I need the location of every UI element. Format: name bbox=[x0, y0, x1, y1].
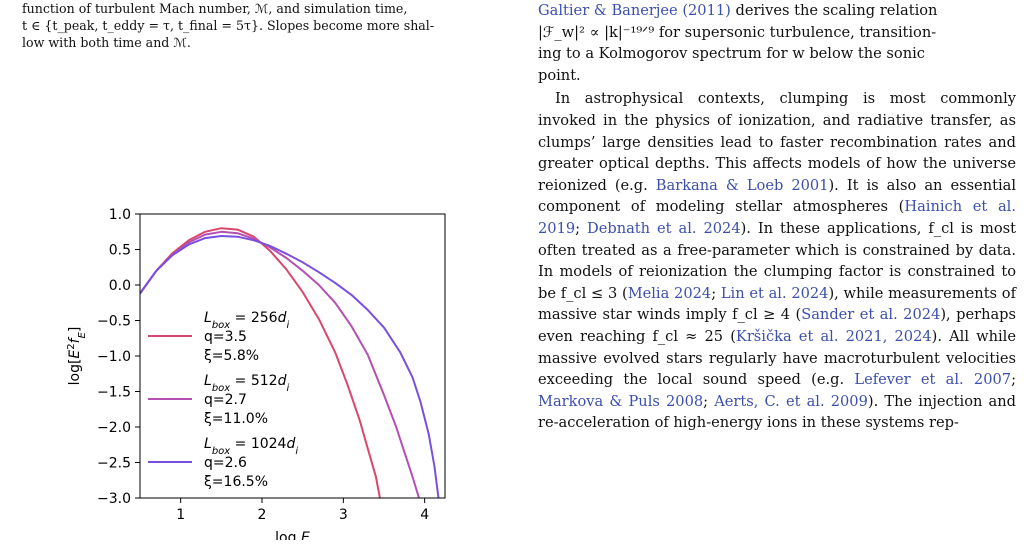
x-tick-label: 4 bbox=[420, 507, 429, 523]
paragraph-text: ). It is also an essential component of … bbox=[538, 176, 1016, 216]
y-axis-label: log[E2fE] bbox=[66, 327, 88, 386]
paragraph-2: In astrophysical contexts, clumping is m… bbox=[538, 88, 1016, 434]
paragraph-text: ), while measurements of massive star wi… bbox=[538, 284, 1016, 324]
caption-line: function of turbulent Mach number, ℳ, an… bbox=[22, 1, 408, 16]
right-column-text: Galtier & Banerjee (2011) derives the sc… bbox=[538, 0, 1016, 434]
legend-q: q=2.7 bbox=[204, 392, 247, 408]
paragraph-text: ; bbox=[575, 219, 588, 237]
caption-line: low with both time and ℳ. bbox=[22, 35, 191, 50]
legend-box-size: Lbox = 512di bbox=[204, 373, 289, 394]
y-tick-label: −0.5 bbox=[97, 314, 131, 330]
citation-link[interactable]: Lefever et al. 2007 bbox=[854, 371, 1012, 389]
citation-link[interactable]: Barkana & Loeb 2001 bbox=[655, 176, 829, 194]
paragraph-text: ). In these applications, f_cl is most o… bbox=[538, 219, 1017, 302]
paragraph-text: ). The injection and re-acceleration of … bbox=[538, 392, 1016, 432]
y-tick-label: −2.0 bbox=[97, 420, 131, 436]
x-tick-label: 3 bbox=[339, 507, 348, 523]
paragraph-text: ; bbox=[711, 284, 721, 302]
paragraph-text: ; bbox=[703, 392, 715, 410]
paragraph-text: In astrophysical contexts, clumping is m… bbox=[538, 90, 1016, 194]
legend-xi: ξ=16.5% bbox=[204, 474, 268, 490]
y-tick-label: 0.5 bbox=[109, 243, 131, 259]
citation-link[interactable]: Melia 2024 bbox=[627, 284, 712, 302]
legend-xi: ξ=5.8% bbox=[204, 348, 259, 364]
paragraph-text: ), perhaps even reaching f_cl ≈ 25 ( bbox=[538, 306, 1017, 345]
y-tick-label: −3.0 bbox=[97, 491, 131, 507]
legend-q: q=2.6 bbox=[204, 455, 247, 471]
y-tick-label: −1.5 bbox=[97, 385, 131, 401]
y-tick-label: 0.0 bbox=[109, 278, 131, 294]
paragraph-text: derives the scaling relation bbox=[730, 2, 938, 19]
x-tick-label: 2 bbox=[258, 507, 267, 523]
y-tick-label: 1.0 bbox=[109, 207, 131, 223]
x-tick-label: 1 bbox=[176, 507, 185, 523]
legend-box-size: Lbox = 256di bbox=[204, 310, 289, 331]
paragraph-1-line: ing to a Kolmogorov spectrum for w below… bbox=[538, 45, 925, 63]
citation-link[interactable]: Galtier & Banerjee (2011) bbox=[538, 2, 731, 19]
caption-line: t ∈ {t_peak, t_eddy = τ, t_final = 5τ}. … bbox=[22, 18, 435, 33]
figure-caption: function of turbulent Mach number, ℳ, an… bbox=[22, 0, 494, 51]
x-axis-label: log E bbox=[275, 530, 310, 540]
citation-link[interactable]: Aerts, C. et al. 2009 bbox=[714, 392, 868, 410]
legend-xi: ξ=11.0% bbox=[204, 411, 268, 427]
paragraph-text: ; bbox=[1011, 371, 1016, 389]
y-tick-label: −2.5 bbox=[97, 456, 131, 472]
series-line-3 bbox=[140, 235, 440, 498]
citation-link[interactable]: Sander et al. 2024 bbox=[801, 306, 941, 324]
paragraph-1-line: point. bbox=[538, 66, 581, 84]
legend-q: q=3.5 bbox=[204, 329, 247, 345]
citation-link[interactable]: Debnath et al. 2024 bbox=[587, 219, 741, 237]
series-line-1 bbox=[140, 227, 381, 498]
series-line-2 bbox=[140, 230, 420, 498]
spectrum-figure: 1 2 3 4 −3.0 −2.5 −2.0 −1.5 −1.0 −0.5 0.0 0.5 1.0 log… bbox=[50, 200, 470, 540]
paragraph-text: ). All while massive evolved stars regul… bbox=[538, 327, 1016, 389]
citation-link[interactable]: Markova & Puls 2008 bbox=[538, 392, 704, 410]
citation-link[interactable]: Lin et al. 2024 bbox=[720, 284, 829, 302]
paragraph-1: Galtier & Banerjee (2011) derives the sc… bbox=[538, 0, 1016, 22]
citation-link[interactable]: Hainich et al. 2019 bbox=[538, 198, 1016, 237]
paragraph-1-line: |ℱ_w|² ∝ |k|⁻¹⁹ᐟ⁹ for supersonic turbule… bbox=[538, 23, 937, 41]
legend-box-size: Lbox = 1024di bbox=[204, 436, 298, 457]
y-tick-label: −1.0 bbox=[97, 349, 131, 365]
citation-link[interactable]: Kršička et al. 2021, 2024 bbox=[735, 327, 932, 345]
spectrum-chart: 1 2 3 4 −3.0 −2.5 −2.0 −1.5 −1.0 −0.5 0.0 0.5 1.0 log… bbox=[66, 207, 446, 540]
